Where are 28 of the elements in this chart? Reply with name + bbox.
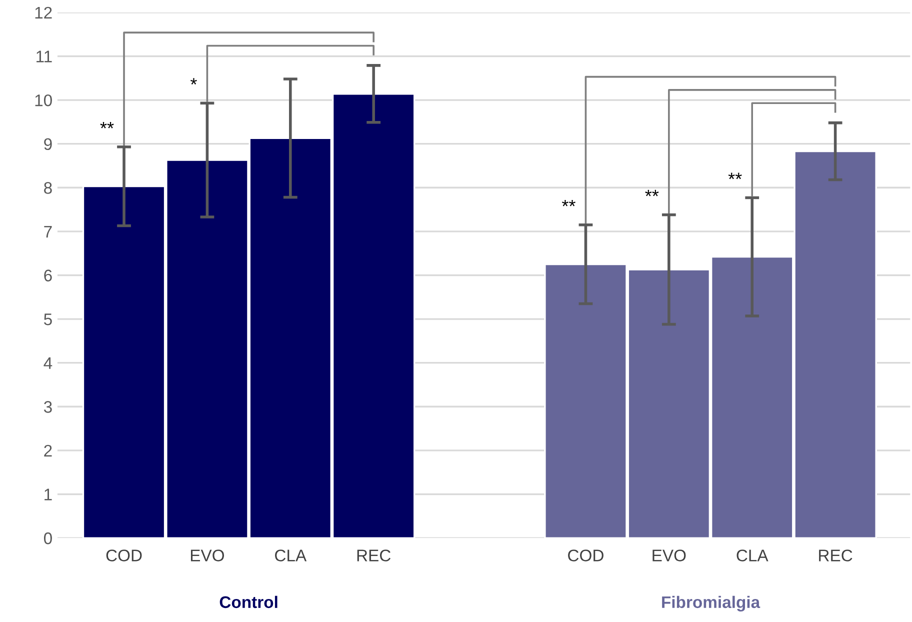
y-tick-label: 4 (44, 357, 52, 369)
x-tick-label: CLA (275, 550, 307, 562)
annotation: * (190, 78, 197, 85)
y-tick-label: 0 (44, 532, 52, 544)
annotation: ** (645, 190, 659, 196)
annotation: ** (562, 200, 576, 206)
x-tick-label: COD (106, 550, 142, 562)
x-tick-label: EVO (652, 550, 686, 562)
y-tick-label: 12 (35, 6, 52, 18)
y-tick-label: 7 (44, 226, 52, 238)
annotation: ** (728, 172, 742, 180)
text: Fibromialgia (662, 596, 760, 612)
x-tick-label: COD (568, 550, 604, 562)
x-tick-label: REC (357, 550, 391, 562)
text: Control (220, 596, 278, 608)
y-tick-label: 10 (35, 94, 52, 106)
y-tick-label: 1 (44, 488, 52, 500)
y-tick-label: 6 (44, 270, 52, 282)
y-tick-label: 5 (44, 314, 52, 326)
y-tick-label: 2 (44, 444, 52, 456)
annotation: ** (100, 122, 114, 128)
x-tick-label: CLA (736, 550, 768, 562)
y-tick-label: 8 (44, 182, 52, 194)
x-tick-label: REC (819, 550, 852, 562)
y-tick-label: 3 (44, 401, 52, 413)
y-tick-label: 11 (36, 50, 52, 62)
y-tick-label: 9 (44, 138, 52, 150)
x-tick-label: EVO (190, 550, 224, 562)
